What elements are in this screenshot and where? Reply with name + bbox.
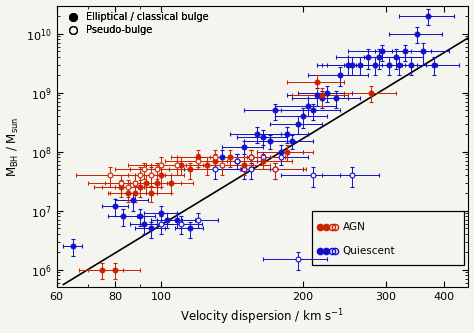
Y-axis label: M$_{\rm BH}$ / M$_{\rm sun}$: M$_{\rm BH}$ / M$_{\rm sun}$ xyxy=(6,117,21,176)
X-axis label: Velocity dispersion / km s$^{-1}$: Velocity dispersion / km s$^{-1}$ xyxy=(181,308,345,327)
Text: AGN: AGN xyxy=(343,222,366,232)
Legend: Elliptical / classical bulge, Pseudo-bulge: Elliptical / classical bulge, Pseudo-bul… xyxy=(62,10,210,37)
Bar xyxy=(312,211,465,265)
Text: Quiescent: Quiescent xyxy=(343,246,395,256)
Bar xyxy=(312,211,465,265)
